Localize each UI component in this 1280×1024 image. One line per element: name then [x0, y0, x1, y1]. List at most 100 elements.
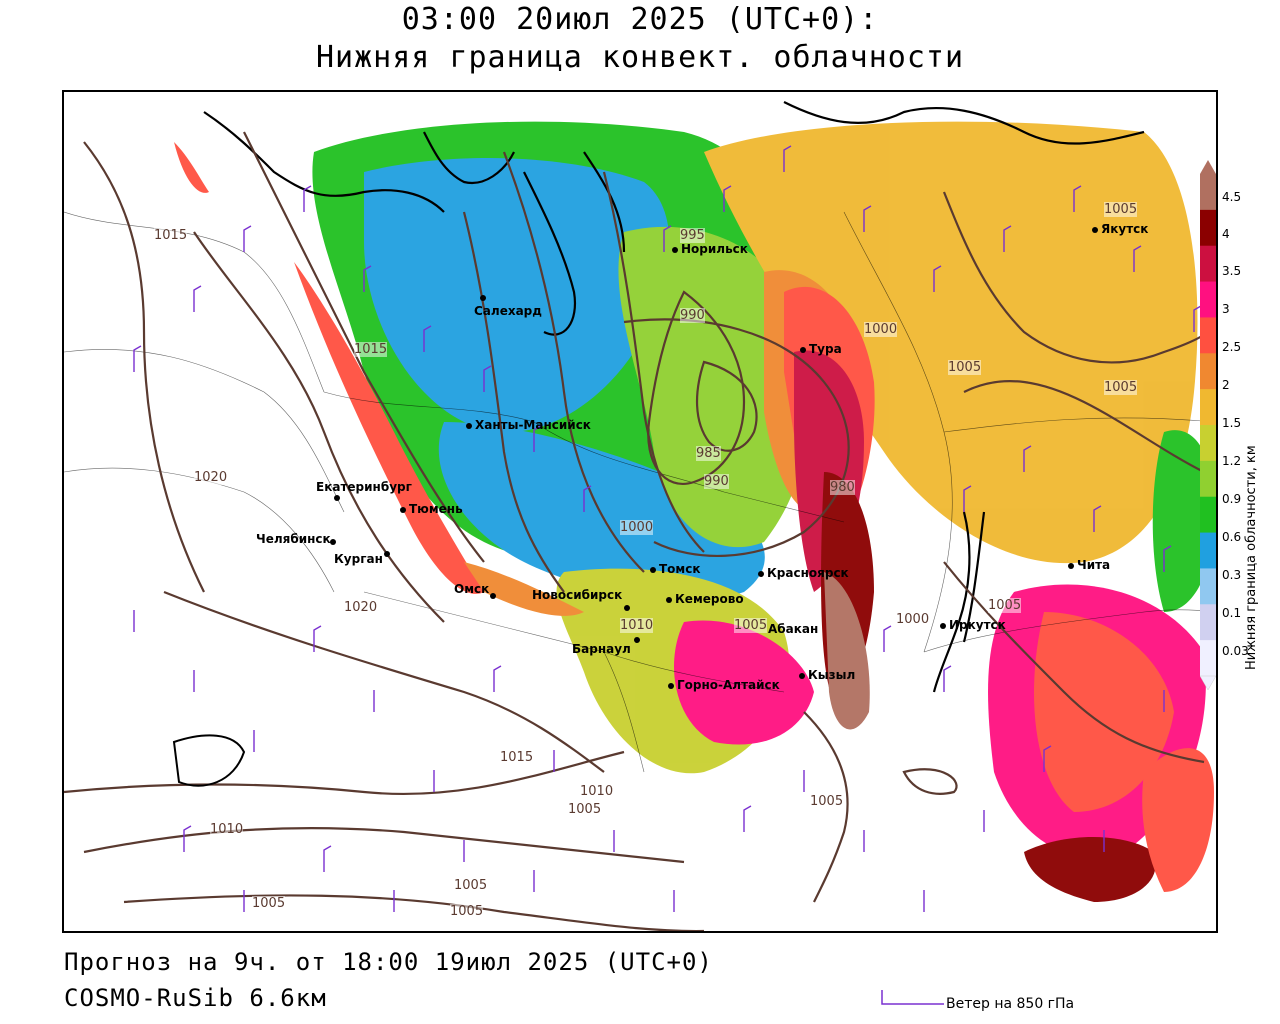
- isobar-label: 1005: [734, 618, 768, 633]
- city-name: Екатеринбург: [316, 480, 412, 494]
- city-label: [334, 490, 343, 504]
- legend-color-band: [1200, 532, 1216, 569]
- isobar-label: 1015: [154, 228, 188, 243]
- legend-title: Нижняя граница облачности, км: [1244, 445, 1259, 670]
- city-dot: [799, 672, 805, 679]
- legend-color-band: [1200, 604, 1216, 641]
- city-label: Омск: [454, 582, 489, 596]
- legend-color-band: [1200, 317, 1216, 354]
- legend-color-band: [1200, 568, 1216, 605]
- map-panel[interactable]: 1015 1015 1020 1020 995 990 985 990 1000…: [62, 90, 1218, 933]
- city-label: Курган: [334, 552, 383, 566]
- wind-barbs: [133, 145, 1202, 912]
- isobar-label: 1015: [500, 750, 534, 765]
- isobar-label: 1005: [454, 878, 488, 893]
- isobar-label: 980: [830, 480, 855, 495]
- isobar-label: 1010: [210, 822, 244, 837]
- city-label: Якутск: [1092, 222, 1148, 236]
- isobar-label: 1005: [1104, 380, 1138, 395]
- city-label: [384, 546, 393, 560]
- legend-tick: 0.03: [1222, 644, 1249, 658]
- city-dot: [800, 346, 806, 353]
- city-dot: [480, 294, 486, 301]
- legend-color-band: [1200, 496, 1216, 534]
- city-label: Салехард: [474, 304, 542, 318]
- city-dot: [668, 682, 674, 689]
- city-name: Курган: [334, 552, 383, 566]
- legend-tick: 0.3: [1222, 568, 1242, 582]
- map-canvas: [64, 101, 1216, 931]
- city-name: Горно-Алтайск: [677, 678, 780, 692]
- city-label: [634, 632, 643, 646]
- isobar-label: 1000: [864, 322, 898, 337]
- city-name: Иркутск: [949, 618, 1006, 632]
- city-label: [330, 534, 339, 548]
- city-dot: [466, 422, 472, 429]
- isobar-label: 1005: [948, 360, 982, 375]
- legend-tick: 0.1: [1222, 606, 1242, 620]
- wind-barb-legend-icon: [881, 990, 944, 1005]
- city-name: Кемерово: [675, 592, 744, 606]
- city-label: Томск: [650, 562, 701, 576]
- legend-color-band: [1200, 425, 1216, 462]
- city-dot: [666, 596, 672, 603]
- legend-color-band: [1200, 640, 1216, 677]
- city-label: [624, 600, 633, 614]
- city-dot: [634, 636, 640, 643]
- legend-color-band: [1200, 389, 1216, 426]
- city-name: Омск: [454, 582, 490, 596]
- city-name: Тюмень: [409, 502, 463, 516]
- city-dot: [624, 604, 630, 611]
- city-name: Тура: [809, 342, 842, 356]
- legend-tick: 1.5: [1222, 416, 1242, 430]
- city-dot: [334, 494, 340, 501]
- isobar-label: 985: [696, 446, 721, 461]
- isobar-label: 1005: [450, 904, 484, 919]
- city-dot: [1068, 562, 1074, 569]
- city-dot: [672, 246, 678, 253]
- city-label: [480, 290, 489, 304]
- city-label: Тюмень: [400, 502, 463, 516]
- legend-color-band: [1200, 174, 1216, 211]
- isobar-label: 1010: [620, 618, 654, 633]
- city-name: Чита: [1077, 558, 1111, 572]
- city-name: Ханты-Мансийск: [475, 418, 591, 432]
- legend-color-band: [1200, 460, 1216, 498]
- city-label: [490, 588, 499, 602]
- isobar-label: 990: [680, 308, 705, 323]
- coastline: [203, 101, 1145, 693]
- city-dot: [650, 566, 656, 573]
- isobar-label: 1000: [620, 520, 654, 535]
- isobar-label: 1005: [252, 896, 286, 911]
- legend-tick: 3: [1222, 302, 1230, 316]
- city-name: Якутск: [1101, 222, 1149, 236]
- color-legend-bar: [1200, 160, 1216, 690]
- city-label: Чита: [1068, 558, 1110, 572]
- city-label: Абакан: [768, 622, 818, 636]
- city-name: Новосибирск: [532, 588, 623, 602]
- city-label: Кемерово: [666, 592, 744, 606]
- city-label: Челябинск: [256, 532, 331, 546]
- legend-color-band: [1200, 281, 1216, 318]
- city-name: Барнаул: [572, 642, 631, 656]
- isobar-label: 1000: [896, 612, 930, 627]
- isobar-label: 1005: [988, 598, 1022, 613]
- city-dot: [758, 570, 764, 577]
- legend-top-arrow: [1200, 160, 1216, 174]
- city-dot: [1092, 226, 1098, 233]
- city-name: Красноярск: [767, 566, 849, 580]
- legend-tick: 3.5: [1222, 264, 1242, 278]
- isobar-label: 1005: [568, 802, 602, 817]
- city-dot: [400, 506, 406, 513]
- city-name: Кызыл: [808, 668, 856, 682]
- title-line-2: Нижняя граница конвект. облачности: [315, 40, 965, 75]
- city-dot: [330, 538, 336, 545]
- city-label: Кызыл: [799, 668, 855, 682]
- legend-bottom-arrow: [1200, 675, 1216, 690]
- city-label: Новосибирск: [532, 588, 622, 602]
- legend-color-band: [1200, 245, 1216, 283]
- city-label: Норильск: [672, 242, 748, 256]
- legend-tick: 0.9: [1222, 492, 1242, 506]
- title-line-1: 03:00 20июл 2025 (UTC+0):: [401, 2, 879, 37]
- legend-tick: 0.6: [1222, 530, 1242, 544]
